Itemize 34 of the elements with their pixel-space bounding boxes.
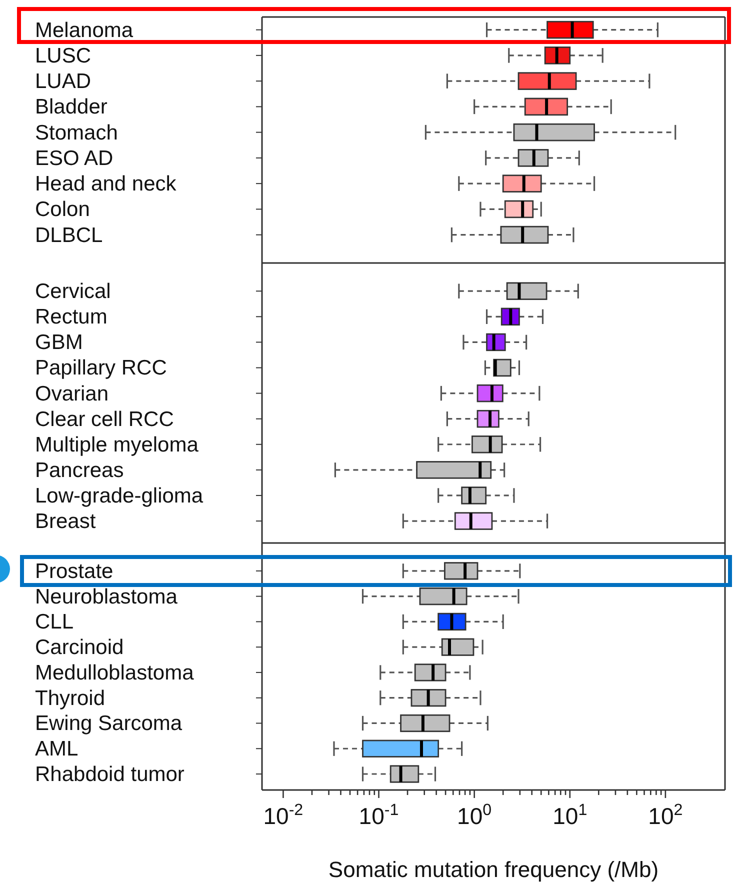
y-tick-label: LUSC xyxy=(35,44,92,67)
y-tick-label: Thyroid xyxy=(35,686,106,710)
y-tick-label: Head and neck xyxy=(35,172,177,196)
y-tick-label: Melanoma xyxy=(35,18,134,42)
y-tick-label: Cervical xyxy=(35,280,111,303)
y-tick-label: Clear cell RCC xyxy=(35,407,174,430)
y-tick-label: Ewing Sarcoma xyxy=(35,712,182,735)
y-tick-label: Papillary RCC xyxy=(35,356,167,380)
y-tick-label: Colon xyxy=(35,198,90,221)
y-tick-label: ESO AD xyxy=(35,146,114,170)
x-tick-label: 10$^{0}$ xyxy=(457,801,492,829)
y-tick-label: Breast xyxy=(35,510,96,533)
x-tick-label: 10$^{-2}$ xyxy=(263,801,304,829)
y-tick-label: Medulloblastoma xyxy=(35,660,194,684)
y-tick-label: Low-grade-glioma xyxy=(35,484,204,507)
x-tick-label: 10$^{-1}$ xyxy=(358,801,399,829)
y-tick-label: Rhabdoid tumor xyxy=(35,762,184,786)
y-tick-label: Rectum xyxy=(35,305,108,328)
y-tick-label: Stomach xyxy=(35,120,118,144)
x-tick-label: 10$^{1}$ xyxy=(552,801,588,829)
y-tick-label: Carcinoid xyxy=(35,636,124,659)
y-tick-label: GBM xyxy=(35,330,83,354)
y-tick-label: DLBCL xyxy=(35,223,103,246)
y-tick-label: Multiple myeloma xyxy=(35,432,199,456)
y-tick-label: LUAD xyxy=(35,70,92,93)
y-tick-label: Prostate xyxy=(35,559,114,582)
y-tick-label: Ovarian xyxy=(35,382,109,405)
x-axis-title: Somatic mutation frequency (/Mb) xyxy=(328,857,659,882)
y-tick-label: Bladder xyxy=(35,95,108,118)
y-tick-label: Neuroblastoma xyxy=(35,584,178,608)
y-tick-label: CLL xyxy=(35,610,74,634)
y-tick-label: Pancreas xyxy=(35,458,124,482)
y-tick-label: AML xyxy=(35,737,78,760)
x-tick-label: 10$^{2}$ xyxy=(648,801,683,829)
